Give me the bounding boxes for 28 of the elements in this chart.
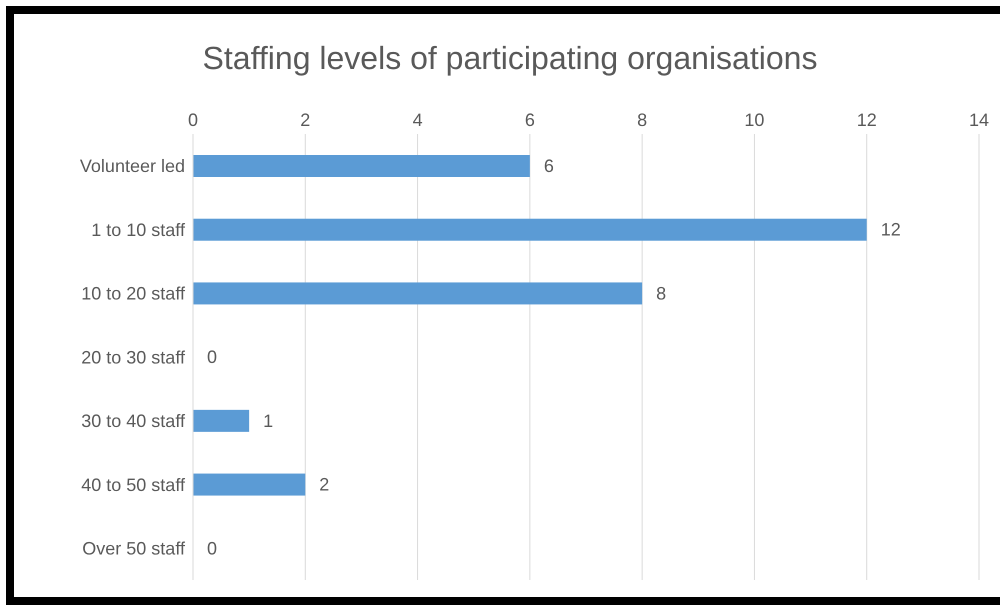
- data-label: 0: [207, 347, 218, 368]
- x-tick-label: 2: [300, 110, 310, 130]
- x-tick-label: 0: [188, 110, 198, 130]
- x-tick-label: 8: [637, 110, 648, 130]
- bar: [193, 282, 642, 304]
- x-tick-label: 14: [968, 110, 990, 130]
- y-tick-label: 1 to 10 staff: [91, 220, 186, 240]
- data-label: 8: [656, 283, 666, 304]
- x-tick-label: 4: [412, 110, 423, 130]
- x-tick-label: 12: [856, 110, 877, 130]
- y-tick-label: 20 to 30 staff: [81, 347, 186, 368]
- y-tick-label: 40 to 50 staff: [81, 474, 186, 495]
- bar: [193, 218, 867, 241]
- bar: [193, 155, 530, 177]
- data-label: 6: [544, 156, 554, 176]
- y-tick-label: Over 50 staff: [82, 538, 186, 559]
- data-label: 2: [319, 474, 330, 495]
- data-label: 12: [880, 220, 901, 240]
- y-tick-label: 10 to 20 staff: [81, 284, 186, 304]
- chart-title: Staffing levels of participating organisations: [202, 40, 818, 77]
- y-tick-label: Volunteer led: [80, 156, 185, 176]
- x-tick-label: 6: [524, 110, 535, 130]
- x-tick-label: 10: [744, 110, 764, 130]
- y-tick-label: 30 to 40 staff: [81, 411, 186, 432]
- data-label: 0: [207, 538, 218, 558]
- bar: [193, 410, 250, 432]
- bar: [193, 474, 306, 496]
- data-label: 1: [263, 410, 274, 431]
